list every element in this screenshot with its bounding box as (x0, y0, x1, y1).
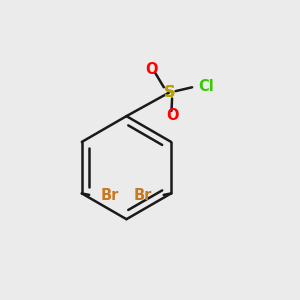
Text: S: S (164, 85, 175, 100)
Text: Cl: Cl (199, 79, 214, 94)
Text: O: O (145, 61, 158, 76)
Text: Br: Br (134, 188, 152, 203)
Text: O: O (167, 108, 179, 123)
Text: S: S (164, 85, 175, 100)
Text: Br: Br (101, 188, 119, 203)
